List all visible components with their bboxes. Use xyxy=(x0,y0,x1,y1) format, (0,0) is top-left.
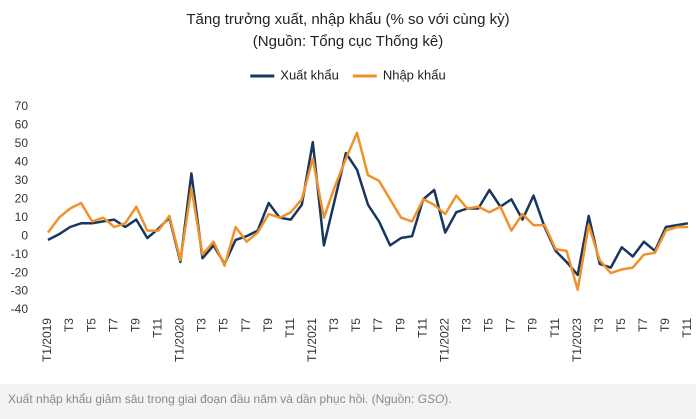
legend-label: Xuất khẩu xyxy=(280,67,339,82)
series-line xyxy=(47,140,689,277)
x-tick-label: T3 xyxy=(195,318,209,332)
y-tick-label: 60 xyxy=(15,118,29,132)
y-tick-label: -40 xyxy=(11,302,29,316)
x-tick-label: T9 xyxy=(261,318,275,332)
y-tick-label: 40 xyxy=(15,155,29,169)
caption-text: Xuất nhập khẩu giảm sâu trong giai đoạn … xyxy=(8,392,418,406)
x-tick-label: T9 xyxy=(658,318,672,332)
x-tick-label: T7 xyxy=(371,318,385,332)
x-tick-label: T7 xyxy=(636,318,650,332)
x-tick-label: T1/2021 xyxy=(305,318,319,362)
x-tick-label: T7 xyxy=(106,318,120,332)
x-tick-label: T9 xyxy=(526,318,540,332)
x-tick-label: T1/2019 xyxy=(40,318,54,362)
y-tick-label: 30 xyxy=(15,173,29,187)
x-tick-label: T11 xyxy=(680,318,694,338)
caption-end: ). xyxy=(444,392,452,406)
y-tick-label: -20 xyxy=(11,265,29,279)
x-tick-label: T11 xyxy=(415,318,429,338)
x-tick-label: T1/2023 xyxy=(570,318,584,362)
chart-subtitle: (Nguồn: Tổng cục Thống kê) xyxy=(253,33,443,50)
x-tick-label: T5 xyxy=(482,318,496,332)
x-tick-label: T5 xyxy=(349,318,363,332)
y-tick-label: 70 xyxy=(15,99,29,113)
y-tick-label: 0 xyxy=(21,228,28,242)
x-tick-label: T11 xyxy=(548,318,562,338)
y-tick-label: 20 xyxy=(15,191,29,205)
x-tick-label: T3 xyxy=(592,318,606,332)
x-tick-label: T9 xyxy=(128,318,142,332)
series-line xyxy=(46,131,688,291)
chart-title: Tăng trưởng xuất, nhập khẩu (% so với cù… xyxy=(186,11,509,28)
caption: Xuất nhập khẩu giảm sâu trong giai đoạn … xyxy=(0,384,696,419)
y-tick-label: 10 xyxy=(15,210,29,224)
x-tick-label: T1/2022 xyxy=(437,318,451,362)
x-tick-label: T5 xyxy=(217,318,231,332)
x-tick-label: T11 xyxy=(283,318,297,338)
caption-source: GSO xyxy=(417,392,445,406)
x-tick-label: T11 xyxy=(151,318,165,338)
x-tick-label: T3 xyxy=(62,318,76,332)
x-tick-label: T3 xyxy=(459,318,473,332)
y-tick-label: -10 xyxy=(11,247,29,261)
x-tick-label: T7 xyxy=(239,318,253,332)
x-tick-label: T1/2020 xyxy=(173,318,187,362)
x-tick-label: T7 xyxy=(504,318,518,332)
y-tick-label: 50 xyxy=(15,136,29,150)
x-tick-label: T5 xyxy=(614,318,628,332)
x-tick-label: T3 xyxy=(327,318,341,332)
x-tick-label: T5 xyxy=(84,318,98,332)
x-tick-label: T9 xyxy=(393,318,407,332)
chart: Tăng trưởng xuất, nhập khẩu (% so với cù… xyxy=(11,11,695,362)
legend-label: Nhập khẩu xyxy=(383,67,446,82)
y-tick-label: -30 xyxy=(11,284,29,298)
